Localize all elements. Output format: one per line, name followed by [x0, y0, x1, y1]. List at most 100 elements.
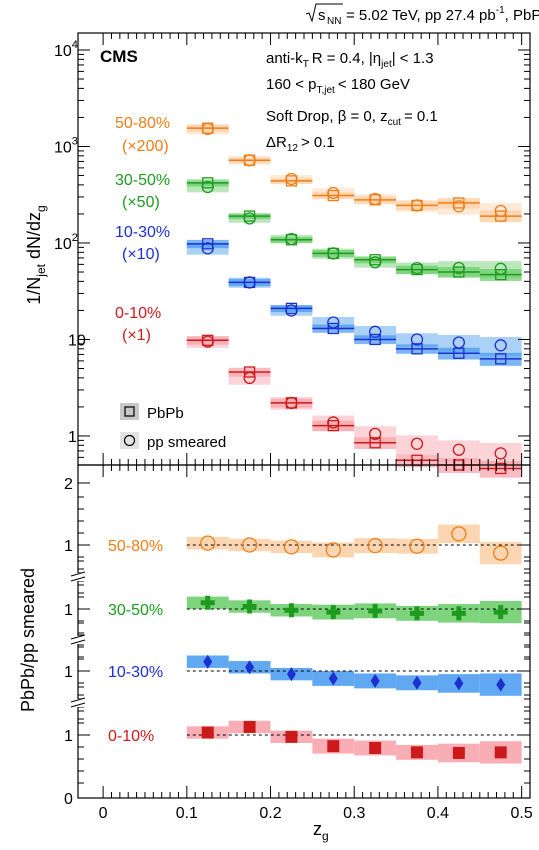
pp-band-c1030-6: [437, 334, 480, 352]
pt-post: < 180 GeV: [338, 76, 410, 93]
pbpb-point-c3050-0: [202, 177, 214, 189]
pp-point-c5080-3: [327, 186, 340, 200]
legend-pbpb-marker: [124, 406, 135, 417]
ratio-point-c0010-0: [201, 726, 214, 739]
top-ylabel-main: 1/N: [24, 277, 44, 305]
ratio-point-c3050-1: [242, 599, 257, 614]
bottom-panel: 0 2 1 1 1 1 0 0.1 0.2 0.3 0.4 0.5 50-80% 30-50% 10-3…: [18, 464, 533, 843]
bottom-y-tick-label-one-3: 1: [64, 728, 73, 745]
top-y-tick-base-3: 10: [54, 139, 72, 156]
axis-break-mark-b-2: [70, 702, 86, 708]
ratio-point-c1030-0: [203, 654, 213, 669]
bottom-bands: [186, 524, 522, 764]
anti-kt-line: anti-kT R = 0.4, |ηjet| < 1.3: [266, 50, 434, 70]
pp-point-c5080-7: [494, 204, 507, 218]
bottom-reference-lines: [186, 544, 530, 736]
pp-point-c3050-1: [243, 212, 256, 225]
pp-band-c0010-6: [437, 440, 480, 462]
softdrop-line: Soft Drop, β = 0, zcut = 0.1: [266, 108, 438, 128]
pp-band-c0010-5: [396, 435, 438, 455]
selection-annotations: anti-kT R = 0.4, |ηjet| < 1.3 160 < pT,je…: [266, 50, 438, 154]
pbpb-point-c1030-4: [369, 333, 381, 346]
x-tick-label-0: 0: [99, 805, 108, 822]
pp-band-c1030-5: [396, 333, 438, 347]
top-ylabel-sub2: g: [34, 205, 48, 212]
ratio-point-c1030-5: [412, 675, 422, 690]
anti-kt-sub: T: [303, 59, 309, 70]
axis-break-mark-a-0: [70, 571, 86, 577]
top-bands: [186, 124, 522, 478]
ratio-band-c5080-4: [354, 538, 397, 554]
ratio-point-c1030-3: [328, 671, 338, 686]
figure-header: s NN = 5.02 TeV, pp 27.4 pb-1, PbPb 404 …: [305, 3, 539, 27]
x-tick-label-1: 0.1: [176, 805, 198, 822]
pp-point-c1030-3: [327, 316, 340, 329]
ratio-point-c5080-6: [451, 526, 467, 542]
x-tick-label-3: 0.3: [343, 805, 365, 822]
bottom-label-c0010: 0-10%: [108, 728, 154, 745]
pbpb-point-c0010-1: [243, 366, 256, 378]
softdrop-pre: Soft Drop, β = 0, z: [266, 108, 388, 125]
top-y-tick-label-4: 104: [54, 39, 78, 60]
top-y-axis-label: 1/Njet dN/dzg: [24, 205, 48, 304]
axis-break-mark-b-1: [70, 639, 86, 645]
pp-point-c1030-6: [452, 336, 466, 349]
pp-point-c0010-0: [201, 335, 214, 348]
ratio-point-c3050-4: [368, 603, 383, 618]
pp-point-c5080-5: [410, 199, 424, 212]
top-y-tick-base-1: 10: [68, 332, 86, 349]
top-y-tick-exp-3: 3: [72, 135, 78, 147]
x-axis-label: zg: [313, 819, 329, 843]
ratio-point-c3050-0: [200, 595, 215, 610]
ratio-band-c5080-3: [312, 542, 355, 558]
pp-point-c1030-1: [243, 276, 256, 289]
eta-rest: | < 1.3: [392, 50, 434, 67]
ratio-point-c5080-5: [409, 538, 425, 554]
legend-pp-marker: [123, 434, 136, 447]
pp-point-c3050-7: [494, 262, 507, 275]
header-sqrt-sub: NN: [327, 16, 341, 27]
ratio-point-c0010-7: [494, 746, 507, 759]
pt-sub: T,jet: [316, 85, 335, 96]
top-y-tick-label-3: 103: [54, 135, 78, 156]
bottom-series-labels: 50-80% 30-50% 10-30% 0-10%: [108, 538, 163, 745]
ratio-point-c1030-6: [454, 676, 464, 691]
top-series-labels: 50-80% (×200) 30-50% (×50) 10-30% (×10) 0-10% (…: [115, 115, 170, 344]
ratio-point-c3050-5: [410, 606, 424, 621]
pp-point-c5080-1: [243, 154, 256, 167]
pp-point-c3050-0: [201, 180, 214, 194]
top-ylabel-rest: dN/dz: [24, 212, 44, 264]
anti-kt-text: anti-k: [266, 50, 303, 67]
top-label-range-c5080: 50-80%: [115, 115, 170, 132]
pp-point-c0010-4: [368, 427, 382, 441]
legend: PbPb pp smeared: [120, 403, 226, 451]
ratio-band-c5080-6: [437, 524, 480, 544]
axis-break-mark-a-2: [70, 697, 86, 703]
anti-kt-rest: R = 0.4, |η: [312, 50, 381, 67]
pbpb-point-c3050-7: [495, 268, 507, 281]
pp-point-c5080-6: [452, 200, 466, 213]
pbpb-point-c1030-7: [495, 353, 507, 365]
pp-band-c1030-7: [479, 336, 522, 356]
x-tick-label-5: 0.5: [511, 805, 533, 822]
pbpb-point-c5080-7: [495, 210, 507, 222]
axis-break-mark-a-1: [70, 634, 86, 640]
bottom-y-axis-label: PbPb/pp smeared: [18, 568, 38, 712]
bottom-y-tick-label-one-0: 1: [64, 538, 73, 555]
ratio-point-c1030-2: [286, 667, 296, 682]
axis-break-gap-1: [70, 636, 86, 644]
pbpb-point-c1030-5: [411, 343, 423, 355]
bottom-label-c5080: 50-80%: [108, 538, 163, 555]
bottom-y-ticks: 0 2 1 1 1 1: [64, 476, 530, 808]
ratio-point-c3050-6: [451, 606, 466, 621]
x-axis-label-main: z: [313, 819, 322, 839]
header-energy: = 5.02 TeV, pp 27.4 pb-1, PbPb 404 μb-1: [346, 5, 539, 24]
softdrop-post: = 0.1: [404, 108, 438, 125]
pp-point-c0010-7: [494, 447, 507, 460]
pp-point-c0010-1: [243, 371, 256, 385]
pbpb-point-c1030-0: [202, 238, 214, 250]
header-energy-text: = 5.02 TeV, pp 27.4 pb: [346, 7, 496, 24]
ratio-point-c5080-3: [325, 542, 341, 558]
top-markers: [201, 122, 507, 475]
